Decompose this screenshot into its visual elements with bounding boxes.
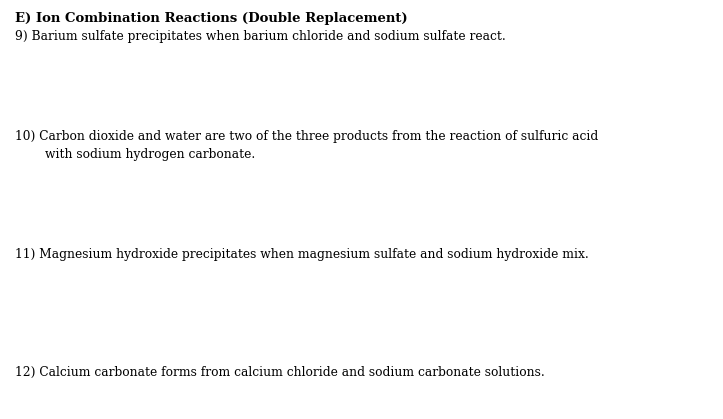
- Text: E) Ion Combination Reactions (Double Replacement): E) Ion Combination Reactions (Double Rep…: [15, 12, 408, 25]
- Text: 12) Calcium carbonate forms from calcium chloride and sodium carbonate solutions: 12) Calcium carbonate forms from calcium…: [15, 366, 544, 379]
- Text: with sodium hydrogen carbonate.: with sodium hydrogen carbonate.: [45, 148, 255, 161]
- Text: 11) Magnesium hydroxide precipitates when magnesium sulfate and sodium hydroxide: 11) Magnesium hydroxide precipitates whe…: [15, 248, 589, 261]
- Text: 9) Barium sulfate precipitates when barium chloride and sodium sulfate react.: 9) Barium sulfate precipitates when bari…: [15, 30, 506, 43]
- Text: 10) Carbon dioxide and water are two of the three products from the reaction of : 10) Carbon dioxide and water are two of …: [15, 130, 598, 143]
